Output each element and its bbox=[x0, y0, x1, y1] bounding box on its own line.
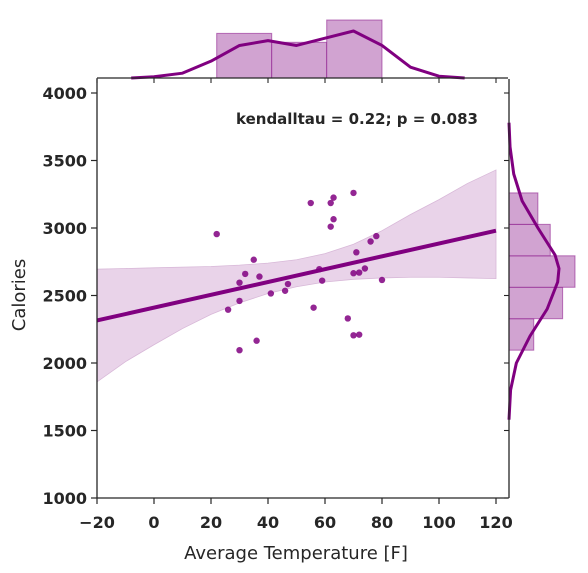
x-tick-label: 40 bbox=[257, 513, 279, 532]
x-tick-label: 80 bbox=[371, 513, 393, 532]
x-histogram-bar bbox=[326, 19, 383, 79]
scatter-point bbox=[361, 265, 369, 272]
scatter-point bbox=[250, 256, 257, 263]
scatter-point bbox=[236, 346, 243, 354]
scatter-point bbox=[378, 276, 386, 284]
scatter-point bbox=[353, 249, 360, 256]
kendalltau-annotation: kendalltau = 0.22; p = 0.083 bbox=[236, 110, 478, 128]
scatter-point bbox=[307, 199, 314, 207]
scatter-point bbox=[242, 270, 249, 278]
y-tick-label: 1000 bbox=[42, 489, 87, 508]
scatter-point bbox=[236, 297, 243, 305]
regression-line bbox=[96, 228, 497, 323]
y-tick-label: 2500 bbox=[42, 287, 87, 306]
y-tick-label: 2000 bbox=[42, 354, 87, 373]
x-kde-curve bbox=[131, 29, 465, 80]
y-tick-label: 4000 bbox=[42, 84, 87, 103]
scatter-point bbox=[350, 270, 357, 277]
scatter-point bbox=[350, 332, 357, 339]
x-tick-label: 60 bbox=[314, 513, 336, 532]
y-histogram-bar bbox=[508, 255, 576, 288]
scatter-point bbox=[373, 232, 380, 240]
x-tick-label: 20 bbox=[200, 513, 222, 532]
scatter-point bbox=[330, 216, 337, 223]
scatter-point bbox=[350, 189, 357, 197]
scatter-point bbox=[236, 279, 243, 286]
x-axis-label: Average Temperature [F] bbox=[184, 543, 408, 564]
y-axis-label: Calories bbox=[9, 259, 30, 331]
scatter-point bbox=[224, 306, 232, 313]
scatter-point bbox=[327, 223, 334, 230]
scatter-point bbox=[330, 194, 337, 201]
scatter-point bbox=[356, 269, 363, 276]
scatter-point bbox=[281, 287, 289, 294]
scatter-point bbox=[253, 337, 260, 344]
scatter-point bbox=[327, 199, 334, 207]
scatter-point bbox=[367, 238, 374, 245]
scatter-point bbox=[213, 230, 220, 238]
scatter-point bbox=[284, 280, 292, 288]
y-tick-label: 3000 bbox=[42, 219, 87, 238]
y-tick-label: 1500 bbox=[42, 422, 87, 441]
y-tick-label: 3500 bbox=[42, 152, 87, 171]
x-tick-label: −20 bbox=[79, 513, 115, 532]
x-histogram-bar bbox=[271, 41, 328, 79]
scatter-point bbox=[344, 315, 351, 322]
scatter-point bbox=[267, 290, 275, 297]
scatter-point bbox=[310, 304, 317, 311]
y-histogram-bar bbox=[508, 223, 551, 257]
scatter-point bbox=[356, 331, 363, 338]
x-tick-label: 0 bbox=[148, 513, 159, 532]
scatter-point bbox=[316, 265, 323, 273]
y-kde-curve bbox=[507, 122, 561, 420]
scatter-point bbox=[256, 273, 263, 280]
scatter-point bbox=[318, 277, 326, 284]
x-tick-label: 100 bbox=[422, 513, 455, 532]
x-tick-label: 120 bbox=[479, 513, 512, 532]
